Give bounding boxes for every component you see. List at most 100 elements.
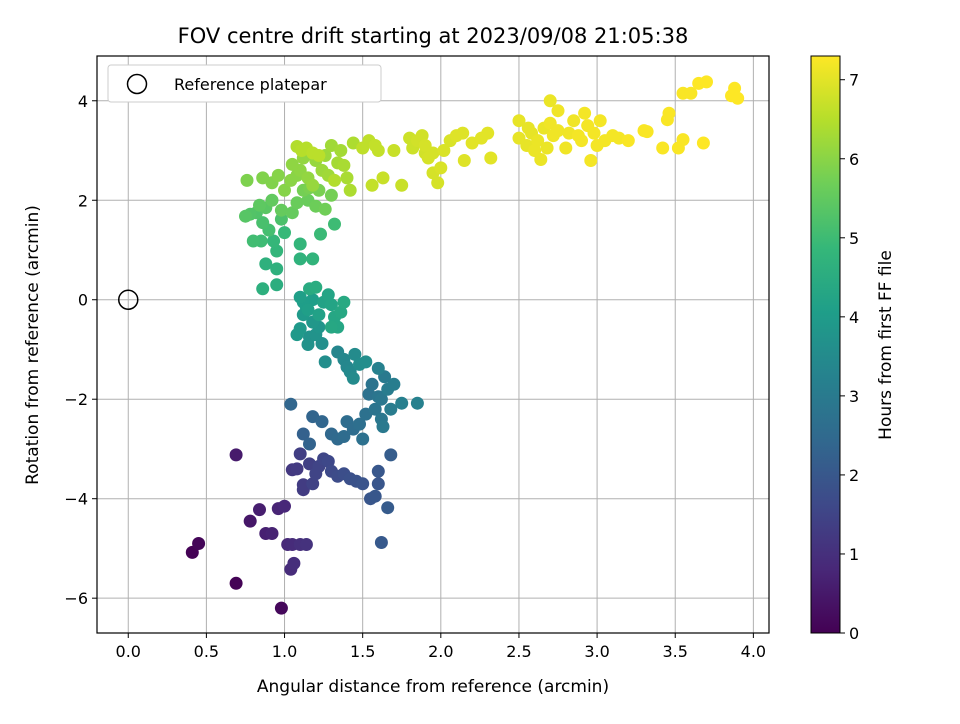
data-point <box>192 537 206 550</box>
data-point <box>267 234 281 248</box>
colorbar-tick-label: 7 <box>849 71 859 90</box>
data-point <box>512 114 526 128</box>
data-point <box>285 157 299 171</box>
data-point <box>359 355 373 369</box>
data-point <box>567 114 581 128</box>
data-point <box>253 198 266 212</box>
colorbar-tick-label: 1 <box>849 545 859 564</box>
y-axis-label: Rotation from reference (arcmin) <box>23 205 43 485</box>
data-point <box>584 154 598 167</box>
data-point <box>575 134 588 148</box>
data-point <box>265 193 279 207</box>
data-point <box>531 134 545 148</box>
data-point <box>376 171 390 185</box>
data-point <box>315 415 329 429</box>
y-axis-ticks: −6 −4 −2 0 2 4 <box>64 92 97 608</box>
data-point <box>309 280 323 294</box>
data-point <box>457 154 471 167</box>
legend: Reference platepar <box>107 64 382 103</box>
data-point <box>371 477 385 491</box>
data-point <box>290 328 304 342</box>
colorbar-tick-label: 0 <box>849 624 859 643</box>
data-point <box>256 282 270 296</box>
data-point <box>696 136 710 150</box>
data-point <box>481 126 495 140</box>
legend-box <box>107 64 382 103</box>
data-point <box>296 483 310 497</box>
data-point <box>243 514 257 528</box>
data-point <box>640 125 654 139</box>
data-points <box>185 75 745 615</box>
data-point <box>324 298 338 312</box>
data-point <box>312 308 326 322</box>
data-point <box>334 144 348 157</box>
colorbar-tick-label: 2 <box>849 466 859 485</box>
x-tick-label: 3.0 <box>584 642 609 661</box>
data-point <box>676 133 690 147</box>
data-point <box>551 124 565 138</box>
colorbar-tick-label: 4 <box>849 308 859 327</box>
data-point <box>324 188 338 202</box>
data-point <box>270 278 284 292</box>
data-point <box>306 477 320 491</box>
reference-marker <box>118 289 139 310</box>
data-point <box>368 402 382 416</box>
data-point <box>521 121 535 135</box>
data-point <box>684 86 698 100</box>
data-point <box>296 427 310 441</box>
colorbar: 0 1 2 3 4 5 6 7 Hours from first FF file <box>810 55 896 643</box>
data-point <box>534 153 548 166</box>
grid-lines <box>97 56 769 633</box>
data-point <box>374 536 388 549</box>
data-point <box>731 91 745 105</box>
data-point <box>284 397 298 411</box>
data-point <box>274 203 288 217</box>
data-point <box>543 94 557 108</box>
data-point <box>662 106 676 120</box>
data-point <box>306 252 320 266</box>
y-tick-label: −2 <box>64 390 88 409</box>
data-point <box>337 158 351 172</box>
data-point <box>265 527 279 540</box>
data-point <box>540 141 554 155</box>
x-axis-ticks: 0.0 0.5 1.0 1.5 2.0 2.5 3.0 3.5 4.0 <box>116 633 766 661</box>
reference-platepar-point <box>118 289 139 310</box>
data-point <box>376 420 390 434</box>
x-tick-label: 3.5 <box>663 642 688 661</box>
data-point <box>334 305 348 319</box>
data-point <box>301 303 315 317</box>
data-point <box>285 206 299 220</box>
data-point <box>365 178 379 192</box>
data-point <box>321 454 335 468</box>
data-point <box>240 173 254 187</box>
data-point <box>437 144 451 157</box>
data-point <box>328 217 341 231</box>
y-tick-label: −4 <box>64 490 88 509</box>
data-point <box>395 396 409 410</box>
data-point <box>274 212 288 226</box>
data-point <box>321 288 335 302</box>
data-point <box>410 396 424 410</box>
data-point <box>270 244 284 258</box>
data-point <box>318 355 332 369</box>
x-tick-label: 1.5 <box>350 642 375 661</box>
data-point <box>593 114 607 128</box>
data-point <box>253 503 266 517</box>
data-point <box>371 144 385 157</box>
data-point <box>559 141 573 155</box>
data-point <box>278 499 291 513</box>
data-point <box>374 392 388 406</box>
data-point <box>426 146 440 160</box>
data-point <box>293 447 307 461</box>
y-tick-label: 0 <box>78 291 88 310</box>
data-point <box>700 75 713 89</box>
data-point <box>293 237 307 251</box>
data-point <box>621 134 635 148</box>
data-point <box>381 501 395 515</box>
data-point <box>259 257 273 271</box>
data-point <box>324 320 338 334</box>
x-tick-label: 2.5 <box>506 642 531 661</box>
legend-entry-reference: Reference platepar <box>174 75 327 94</box>
data-point <box>293 290 307 304</box>
data-point <box>246 234 260 248</box>
